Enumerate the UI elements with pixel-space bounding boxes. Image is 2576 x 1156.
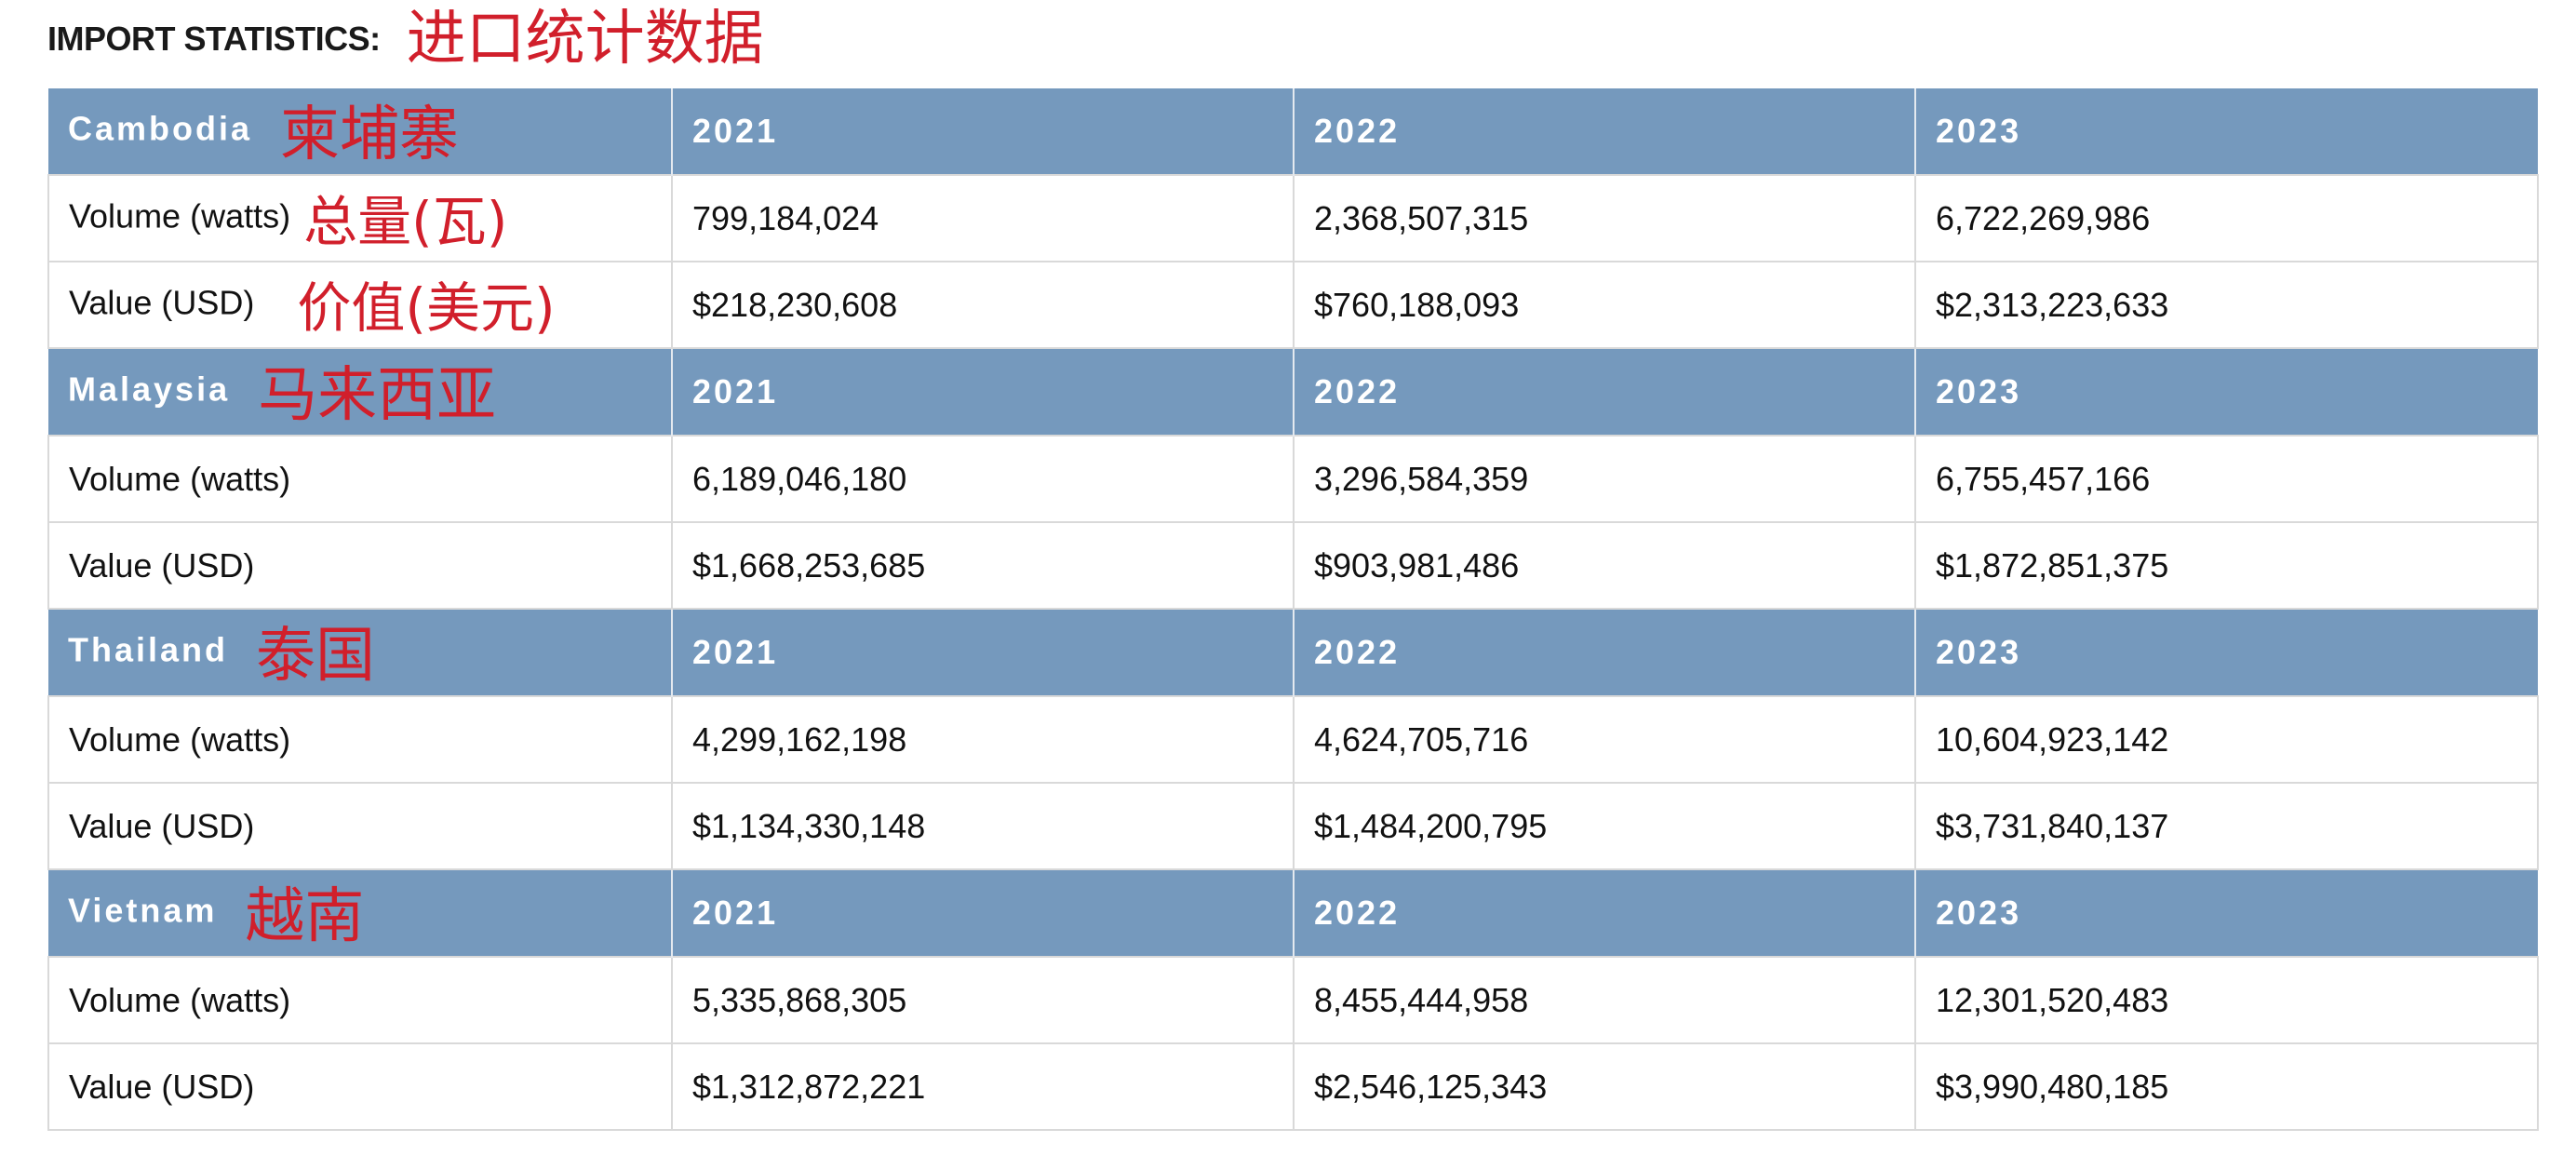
table-cell: 4,299,162,198	[671, 695, 1295, 784]
row-label: Value (USD)	[69, 283, 255, 322]
table-cell: $2,313,223,633	[1914, 261, 2539, 349]
year-header: 2021	[672, 348, 1295, 436]
table-cell: 6,722,269,986	[1914, 174, 2539, 262]
year-header: 2021	[672, 88, 1295, 175]
year-header: 2021	[672, 869, 1295, 957]
table-row-volume: Volume (watts) 6,189,046,180 3,296,584,3…	[47, 435, 2539, 523]
page-title-annotation: 进口统计数据	[406, 5, 764, 74]
table-row-volume: Volume (watts) 5,335,868,305 8,455,444,9…	[47, 956, 2539, 1044]
country-name: Cambodia	[68, 109, 253, 148]
country-header-cell: Cambodia 柬埔寨	[48, 88, 673, 175]
row-label-cell: Volume (watts) 总量(瓦)	[47, 174, 673, 262]
row-label-annotation: 价值(美元)	[297, 276, 556, 340]
page-title: IMPORT STATISTICS:	[47, 20, 381, 58]
row-label: Volume (watts)	[47, 695, 673, 784]
table-cell: 8,455,444,958	[1293, 956, 1916, 1044]
row-label-cell: Value (USD) 价值(美元)	[47, 261, 673, 349]
table-row-value: Value (USD) $1,668,253,685 $903,981,486 …	[47, 521, 2539, 610]
table-cell: $1,134,330,148	[671, 782, 1295, 870]
row-label: Value (USD)	[47, 1042, 673, 1131]
year-header: 2023	[1915, 869, 2538, 957]
table-cell: $1,484,200,795	[1293, 782, 1916, 870]
table-cell: $3,731,840,137	[1914, 782, 2539, 870]
table-cell: $903,981,486	[1293, 521, 1916, 610]
table-cell: 3,296,584,359	[1293, 435, 1916, 523]
table-row-volume: Volume (watts) 4,299,162,198 4,624,705,7…	[47, 695, 2539, 784]
country-header-cell: Thailand 泰国	[48, 609, 673, 696]
table-cell: 799,184,024	[671, 174, 1295, 262]
row-label: Volume (watts)	[47, 956, 673, 1044]
table-cell: 2,368,507,315	[1293, 174, 1916, 262]
country-name-annotation: 柬埔寨	[280, 101, 460, 169]
page-title-row: IMPORT STATISTICS: 进口统计数据	[47, 2, 764, 76]
country-name: Thailand	[68, 630, 229, 669]
country-name-annotation: 泰国	[256, 622, 376, 691]
table-row-value: Value (USD) $1,134,330,148 $1,484,200,79…	[47, 782, 2539, 870]
table-cell: 4,624,705,716	[1293, 695, 1916, 784]
country-header-row-vietnam: Vietnam 越南 2021 2022 2023	[48, 869, 2538, 957]
row-label: Value (USD)	[47, 521, 673, 610]
table-cell: 5,335,868,305	[671, 956, 1295, 1044]
country-header-cell: Malaysia 马来西亚	[48, 348, 673, 436]
year-header: 2023	[1915, 348, 2538, 436]
country-name: Malaysia	[68, 370, 231, 409]
year-header: 2023	[1915, 609, 2538, 696]
year-header: 2021	[672, 609, 1295, 696]
country-name-annotation: 马来西亚	[258, 361, 497, 430]
country-header-row-malaysia: Malaysia 马来西亚 2021 2022 2023	[48, 348, 2538, 436]
country-name-annotation: 越南	[245, 882, 365, 951]
year-header: 2022	[1294, 348, 1916, 436]
import-statistics-table: Cambodia 柬埔寨 2021 2022 2023 Volume (watts…	[47, 88, 2539, 1131]
table-cell: $2,546,125,343	[1293, 1042, 1916, 1131]
table-cell: $1,312,872,221	[671, 1042, 1295, 1131]
country-header-row-thailand: Thailand 泰国 2021 2022 2023	[48, 609, 2538, 696]
table-cell: 12,301,520,483	[1914, 956, 2539, 1044]
country-name: Vietnam	[68, 891, 218, 930]
row-label: Volume (watts)	[47, 435, 673, 523]
year-header: 2023	[1915, 88, 2538, 175]
table-cell: $218,230,608	[671, 261, 1295, 349]
table-cell: $1,872,851,375	[1914, 521, 2539, 610]
row-label: Value (USD)	[47, 782, 673, 870]
table-row-value: Value (USD) $1,312,872,221 $2,546,125,34…	[47, 1042, 2539, 1131]
country-header-cell: Vietnam 越南	[48, 869, 673, 957]
country-header-row-cambodia: Cambodia 柬埔寨 2021 2022 2023	[48, 88, 2538, 175]
table-cell: 10,604,923,142	[1914, 695, 2539, 784]
table-cell: $760,188,093	[1293, 261, 1916, 349]
row-label: Volume (watts)	[69, 196, 291, 235]
table-cell: 6,189,046,180	[671, 435, 1295, 523]
table-cell: $1,668,253,685	[671, 521, 1295, 610]
row-label-annotation: 总量(瓦)	[303, 189, 508, 253]
table-row-volume: Volume (watts) 总量(瓦) 799,184,024 2,368,50…	[47, 174, 2539, 262]
table-cell: $3,990,480,185	[1914, 1042, 2539, 1131]
year-header: 2022	[1294, 609, 1916, 696]
year-header: 2022	[1294, 88, 1916, 175]
year-header: 2022	[1294, 869, 1916, 957]
table-cell: 6,755,457,166	[1914, 435, 2539, 523]
table-row-value: Value (USD) 价值(美元) $218,230,608 $760,188,…	[47, 261, 2539, 349]
